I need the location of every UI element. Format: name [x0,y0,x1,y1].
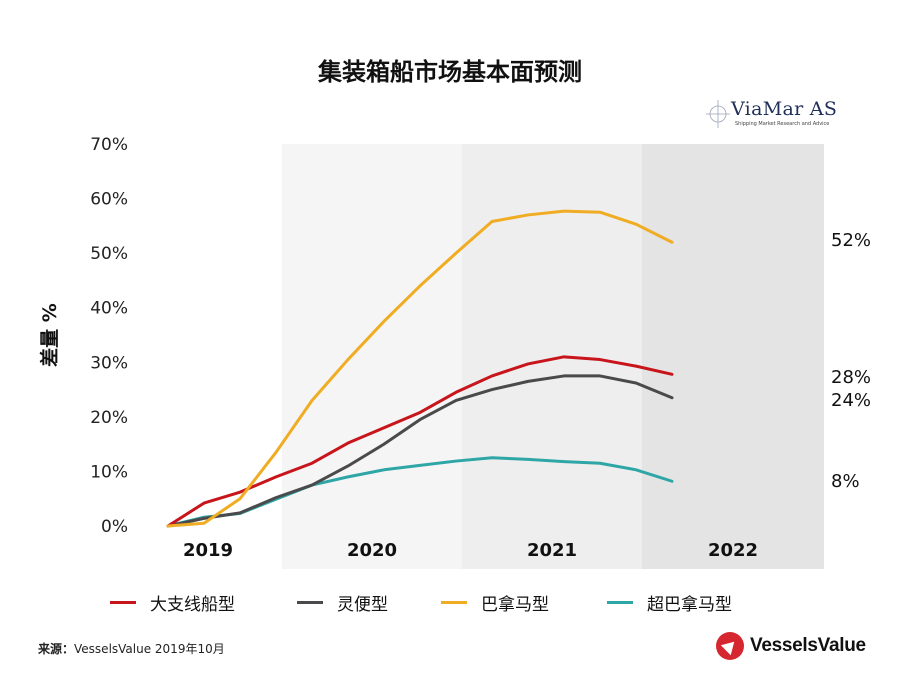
legend-item-feeder: 大支线船型 [110,590,235,615]
viamar-tagline: Shipping Market Research and Advice [735,121,830,127]
y-tick-label: 0% [101,517,128,537]
chart-title: 集装箱船市场基本面预测 [318,58,582,86]
source-note: 来源：VesselsValue 2019年10月 [38,640,225,657]
y-axis-label: 差量 % [38,303,61,367]
legend-swatch [297,601,323,604]
y-tick-label: 40% [90,299,128,319]
source-text: VesselsValue 2019年10月 [74,642,225,656]
series-line [166,355,674,528]
line-chart: 0% 10% 20% 30% 40% 50% 60% 70% 2019 2020 2021 2022… [38,135,871,569]
x-tick-label: 2019 [183,540,233,561]
y-tick-label: 70% [90,135,128,155]
y-axis: 0% 10% 20% 30% 40% 50% 60% 70% [90,135,128,537]
vesselsvalue-wordmark: VesselsValue [750,635,866,656]
year-band [282,144,462,569]
y-tick-label: 50% [90,244,128,264]
y-tick-label: 30% [90,353,128,373]
year-band [642,144,824,569]
series-lines [166,209,674,528]
source-label: 来源： [38,642,75,656]
viamar-logo: ViaMar AS Shipping Market Research and A… [705,96,845,136]
x-tick-label: 2022 [708,540,758,561]
legend-label: 大支线船型 [150,595,235,615]
series-line [166,209,674,528]
y-tick-label: 20% [90,408,128,428]
end-value-label: 28% [831,367,871,388]
legend-swatch [441,601,467,604]
legend-item-post-panamax: 超巴拿马型 [607,590,732,615]
compass-icon [706,100,730,128]
y-tick-label: 60% [90,190,128,210]
end-value-label: 24% [831,390,871,411]
x-axis: 2019 2020 2021 2022 [183,540,758,561]
end-value-label: 52% [831,230,871,251]
end-value-label: 8% [831,471,860,492]
viamar-name: ViaMar AS [731,98,838,120]
vesselsvalue-mark-icon [716,632,744,660]
y-tick-label: 10% [90,462,128,482]
legend-label: 超巴拿马型 [647,595,732,615]
end-labels: 28%24% 52% 8% [831,230,871,492]
legend: 大支线船型 灵便型 巴拿马型 超巴拿马型 [0,590,900,620]
x-tick-label: 2021 [527,540,577,561]
year-band [462,144,642,569]
legend-swatch [110,601,136,604]
legend-label: 巴拿马型 [481,595,549,615]
legend-item-handysize: 灵便型 [297,590,388,615]
legend-item-panamax: 巴拿马型 [441,590,549,615]
year-bands [282,144,824,569]
series-line [166,374,674,528]
legend-swatch [607,601,633,604]
vesselsvalue-logo: VesselsValue [716,632,866,660]
legend-label: 灵便型 [337,595,388,615]
x-tick-label: 2020 [347,540,397,561]
